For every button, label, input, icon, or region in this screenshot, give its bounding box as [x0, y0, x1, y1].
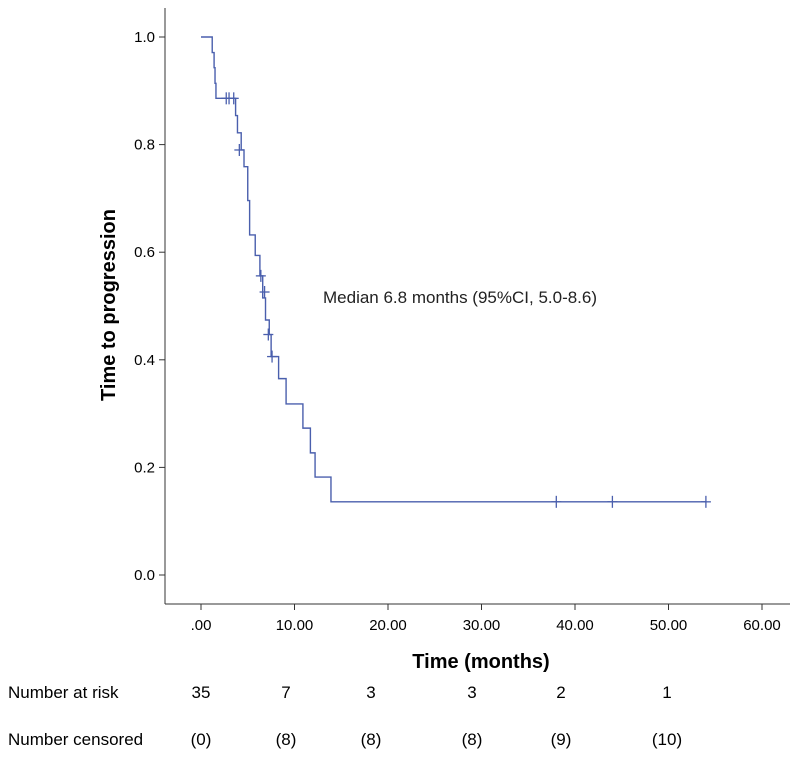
at-risk-row: Number at risk 35 7 3 3 2 1 [0, 683, 800, 707]
median-annotation: Median 6.8 months (95%CI, 5.0-8.6) [323, 288, 597, 307]
y-axis-title: Time to progression [98, 209, 120, 401]
censor-mark [263, 328, 274, 341]
at-risk-value: 35 [191, 683, 211, 702]
censor-mark [551, 495, 562, 508]
censor-mark [259, 286, 270, 299]
censored-value: (8) [360, 730, 382, 749]
x-tick-label: 60.00 [743, 617, 781, 634]
x-tick-label: 10.00 [276, 617, 314, 634]
censored-label: Number censored [8, 730, 144, 749]
at-risk-value: 1 [662, 683, 672, 702]
y-tick-label: 0.8 [134, 137, 155, 154]
y-tick-label: 1.0 [134, 29, 155, 46]
censored-value: (8) [461, 730, 483, 749]
censor-mark [607, 495, 618, 508]
y-tick-label: 0.6 [134, 244, 155, 261]
y-tick-label: 0.4 [134, 352, 155, 369]
censored-row: Number censored (0) (8) (8) (8) (9) (10) [0, 730, 800, 754]
x-tick-label: 20.00 [369, 617, 407, 634]
censor-mark [255, 269, 266, 282]
censored-value: (9) [550, 730, 572, 749]
x-tick-label: .00 [191, 617, 212, 634]
at-risk-value: 2 [556, 683, 566, 702]
at-risk-label: Number at risk [8, 683, 119, 702]
x-tick-label: 30.00 [463, 617, 501, 634]
km-chart: 0.0 0.2 0.4 0.6 0.8 1.0 .00 10.00 20.00 30.00 40.0… [98, 8, 790, 673]
censor-mark [267, 350, 278, 363]
y-tick-label: 0.0 [134, 567, 155, 584]
censor-mark [228, 92, 239, 105]
y-tick-label: 0.2 [134, 459, 155, 476]
at-risk-value: 3 [467, 683, 477, 702]
at-risk-value: 3 [366, 683, 376, 702]
x-axis-title: Time (months) [412, 651, 549, 673]
x-tick-label: 40.00 [556, 617, 594, 634]
censored-value: (10) [651, 730, 683, 749]
at-risk-value: 7 [281, 683, 291, 702]
censored-value: (0) [190, 730, 212, 749]
censor-mark [234, 143, 245, 156]
x-tick-label: 50.00 [650, 617, 688, 634]
survival-curve [201, 36, 706, 503]
censor-mark [700, 495, 711, 508]
censored-value: (8) [275, 730, 297, 749]
